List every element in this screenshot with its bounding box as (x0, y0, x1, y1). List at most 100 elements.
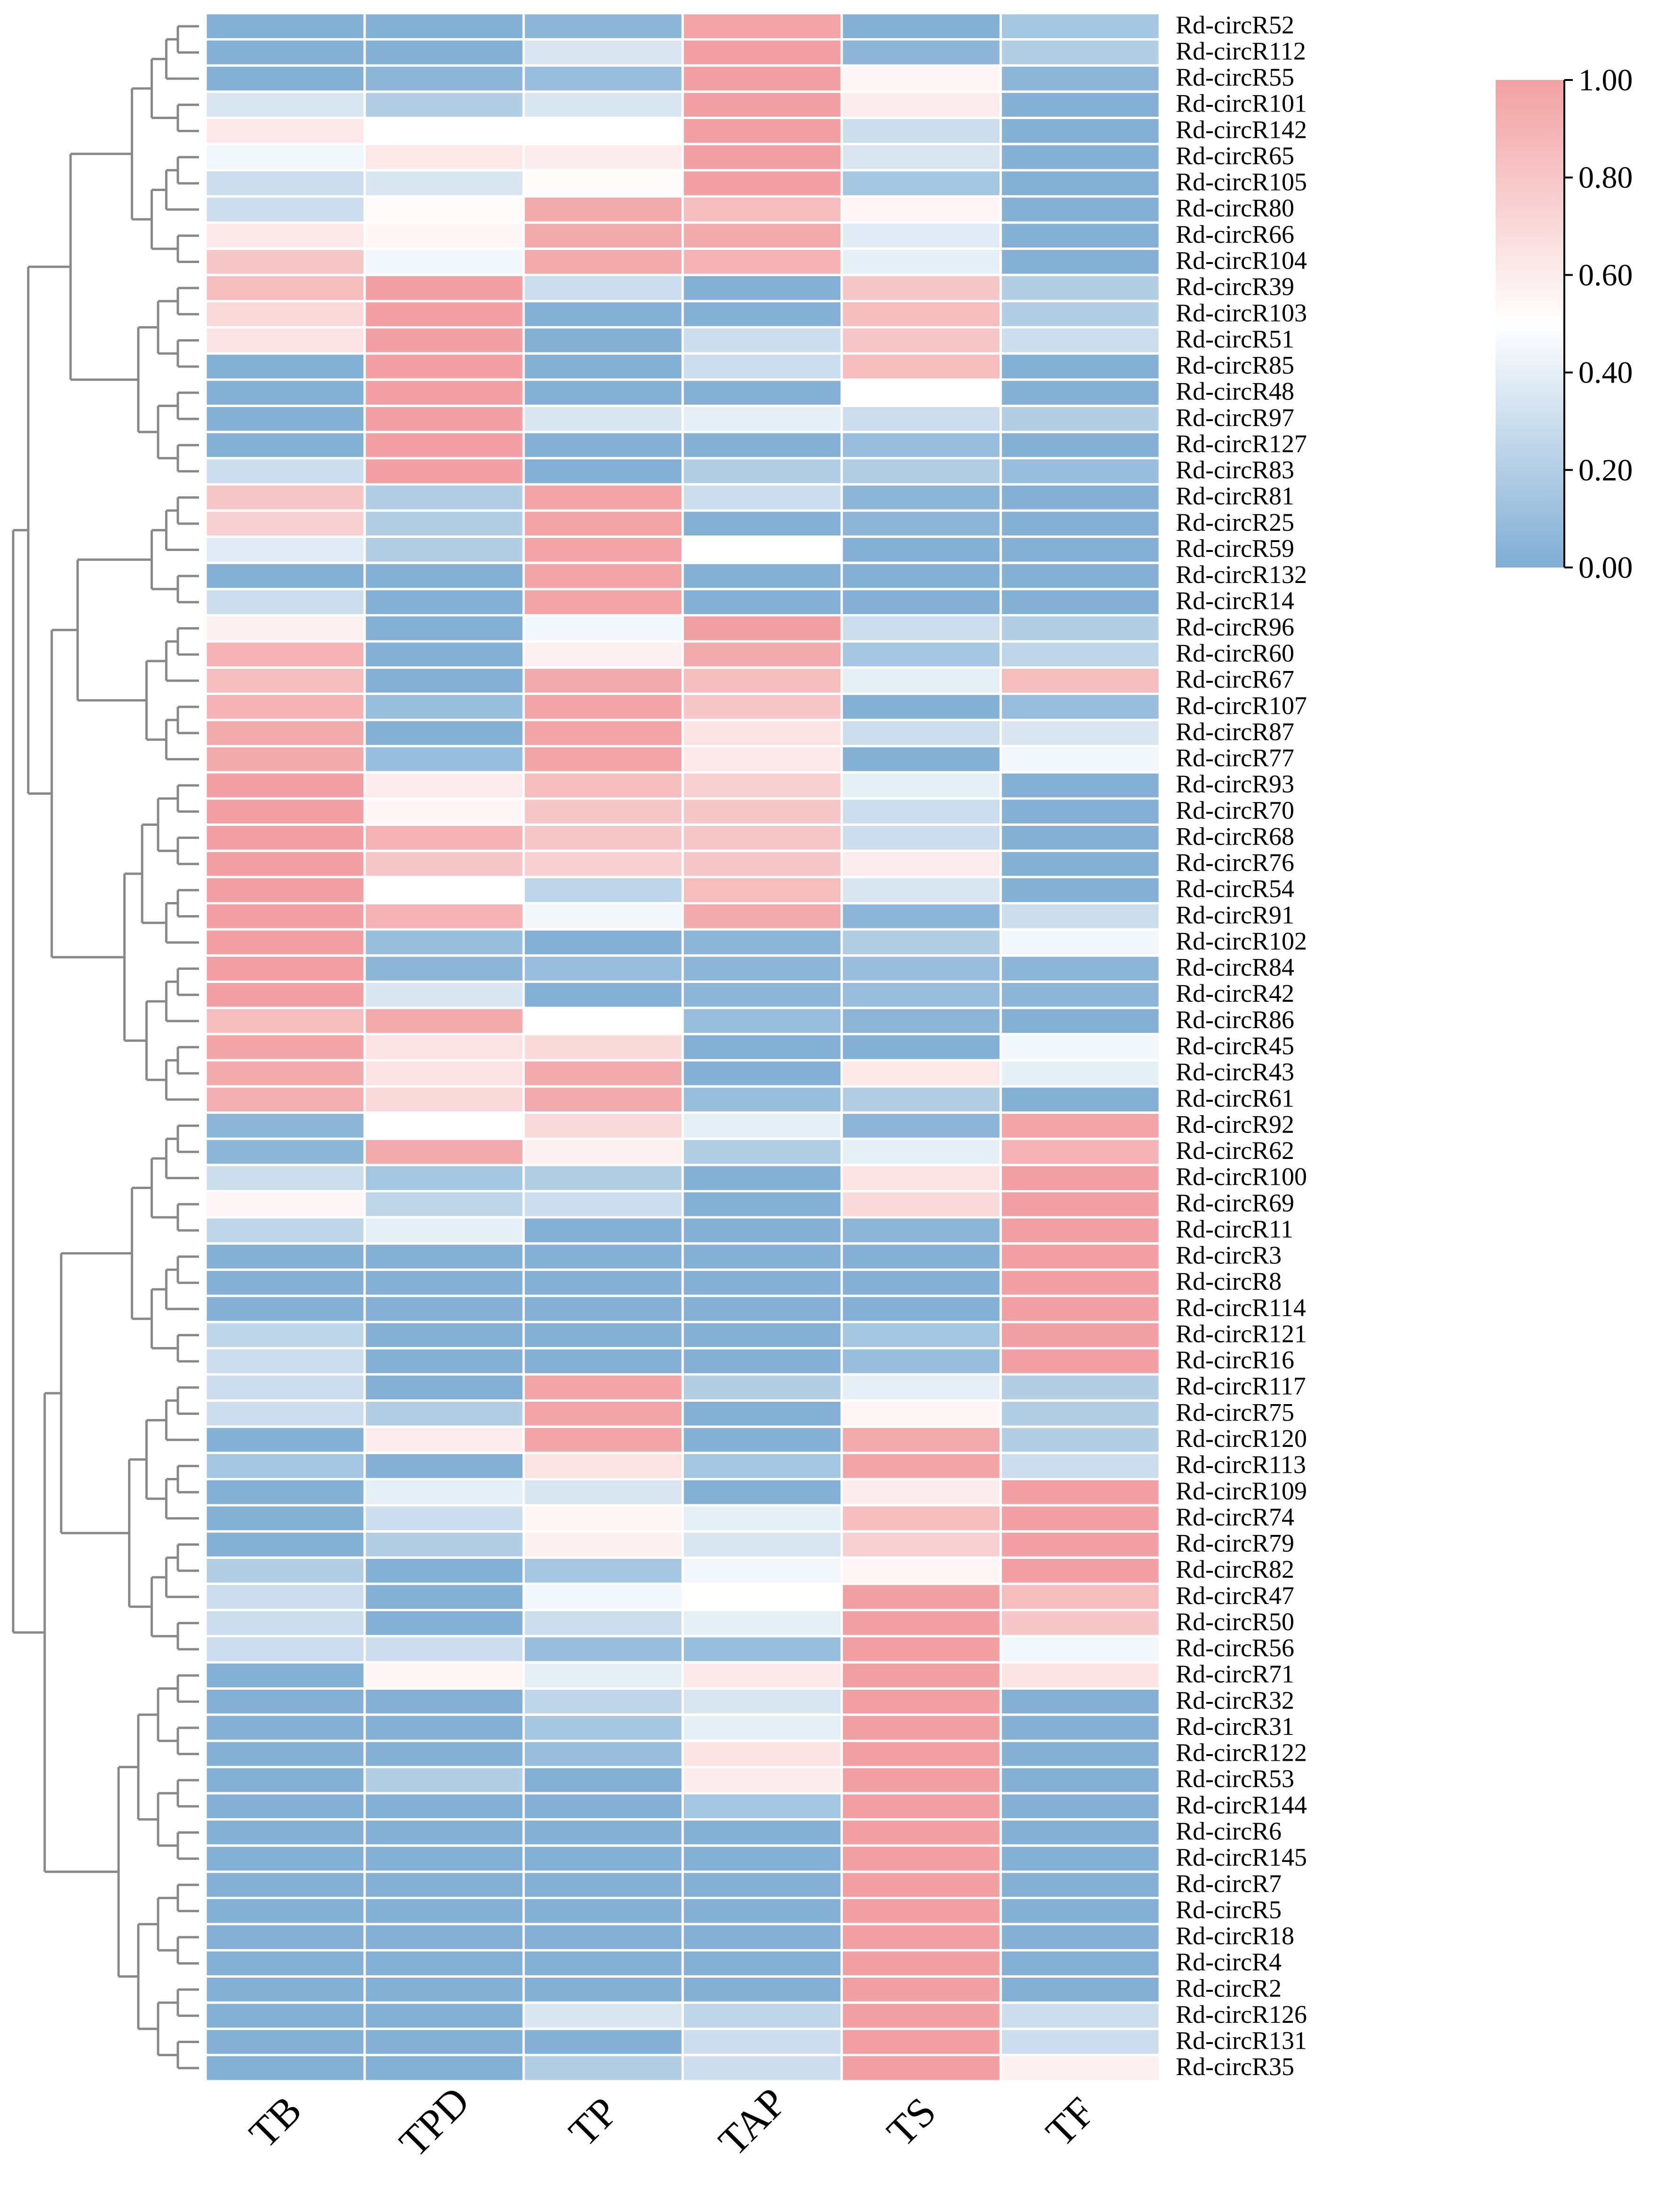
row-label: Rd-circR6 (1176, 1817, 1282, 1845)
heatmap-cell (681, 1242, 843, 1271)
heatmap-cell (999, 823, 1161, 852)
row-label: Rd-circR142 (1176, 115, 1307, 144)
row-label: Rd-circR68 (1176, 822, 1294, 850)
heatmap-cell (363, 1844, 525, 1873)
heatmap-cell (840, 1033, 1002, 1062)
heatmap-cell (522, 1556, 684, 1585)
heatmap-cell (522, 561, 684, 591)
row-label: Rd-circR83 (1176, 456, 1294, 484)
heatmap-cell (522, 1137, 684, 1166)
heatmap-cell (204, 457, 366, 486)
row-label: Rd-circR79 (1176, 1529, 1294, 1557)
heatmap-cell (204, 248, 366, 276)
heatmap-cell (999, 143, 1161, 172)
heatmap-cell (363, 1347, 525, 1376)
heatmap-cell (522, 431, 684, 460)
heatmap-cell (204, 640, 366, 669)
heatmap-cell (363, 12, 525, 41)
row-label: Rd-circR100 (1176, 1163, 1307, 1191)
heatmap-cell (204, 980, 366, 1009)
heatmap-cell (522, 1609, 684, 1637)
heatmap-cell (363, 954, 525, 983)
heatmap-cell (999, 195, 1161, 224)
row-label: Rd-circR61 (1176, 1084, 1294, 1112)
heatmap-cell (363, 1137, 525, 1166)
heatmap-cell (840, 509, 1002, 538)
heatmap-cell (999, 90, 1161, 120)
heatmap-cell (522, 1687, 684, 1716)
row-label: Rd-circR60 (1176, 639, 1294, 667)
heatmap-cell (681, 457, 843, 486)
heatmap-cell (999, 64, 1161, 93)
heatmap-cell (681, 1635, 843, 1664)
colorbar-tick-label: 0.20 (1578, 453, 1633, 487)
heatmap-cell (363, 745, 525, 774)
heatmap-cell (204, 1687, 366, 1716)
heatmap-cell (204, 1321, 366, 1350)
heatmap-cell (363, 1033, 525, 1062)
heatmap-cell (999, 1347, 1161, 1376)
heatmap-cell (363, 1713, 525, 1742)
row-label: Rd-circR71 (1176, 1660, 1294, 1688)
heatmap-cell (999, 1137, 1161, 1166)
heatmap-cell (204, 1164, 366, 1192)
colorbar-gradient (1496, 80, 1564, 567)
row-label: Rd-circR42 (1176, 979, 1294, 1007)
heatmap-cell (522, 143, 684, 172)
heatmap-cell (363, 640, 525, 669)
heatmap-cell (363, 535, 525, 564)
heatmap-cell (999, 1530, 1161, 1559)
heatmap-cell (363, 1582, 525, 1612)
heatmap-cell (840, 928, 1002, 957)
heatmap-cell (840, 1609, 1002, 1637)
colorbar-tick-label: 0.80 (1578, 160, 1633, 195)
heatmap-cell (681, 248, 843, 276)
heatmap-cell (999, 561, 1161, 591)
heatmap-cell (522, 1765, 684, 1795)
heatmap-cell (840, 1765, 1002, 1795)
heatmap-cell (363, 1504, 525, 1533)
heatmap-cell (681, 1268, 843, 1297)
heatmap-cell (204, 404, 366, 433)
heatmap-cell (363, 1294, 525, 1324)
heatmap-cell (522, 1452, 684, 1480)
heatmap-cell (522, 719, 684, 748)
heatmap-cell (522, 1870, 684, 1900)
heatmap-cell (840, 1425, 1002, 1454)
heatmap-cell (840, 797, 1002, 826)
heatmap-cell (522, 1111, 684, 1140)
heatmap-cell (999, 378, 1161, 407)
row-label: Rd-circR120 (1176, 1424, 1307, 1453)
row-label: Rd-circR76 (1176, 848, 1294, 877)
heatmap-cell (363, 1085, 525, 1114)
row-label: Rd-circR127 (1176, 430, 1307, 458)
heatmap-cell (999, 1582, 1161, 1612)
row-label: Rd-circR45 (1176, 1032, 1294, 1060)
row-label: Rd-circR43 (1176, 1058, 1294, 1086)
heatmap-cell (522, 1949, 684, 1978)
heatmap-cell (840, 169, 1002, 198)
heatmap-cell (681, 1033, 843, 1062)
row-label: Rd-circR75 (1176, 1398, 1294, 1426)
heatmap-cell (522, 1504, 684, 1533)
heatmap-cell (840, 1399, 1002, 1428)
row-label: Rd-circR55 (1176, 63, 1294, 91)
row-label: Rd-circR62 (1176, 1136, 1294, 1165)
heatmap-cell (363, 1765, 525, 1795)
heatmap-cell (840, 457, 1002, 486)
heatmap-cell (840, 1321, 1002, 1350)
colorbar-tick-label: 0.00 (1578, 551, 1633, 585)
heatmap-cell (840, 1923, 1002, 1952)
row-label: Rd-circR50 (1176, 1607, 1294, 1636)
heatmap-cell (363, 1425, 525, 1454)
heatmap-cell (522, 195, 684, 224)
heatmap-cell (999, 1321, 1161, 1350)
column-label: TP (560, 2089, 627, 2155)
heatmap-cell (522, 745, 684, 774)
heatmap-cell (363, 1897, 525, 1925)
heatmap-cell (681, 90, 843, 120)
heatmap-cell (840, 954, 1002, 983)
heatmap-cell (840, 117, 1002, 145)
row-label: Rd-circR66 (1176, 220, 1294, 248)
